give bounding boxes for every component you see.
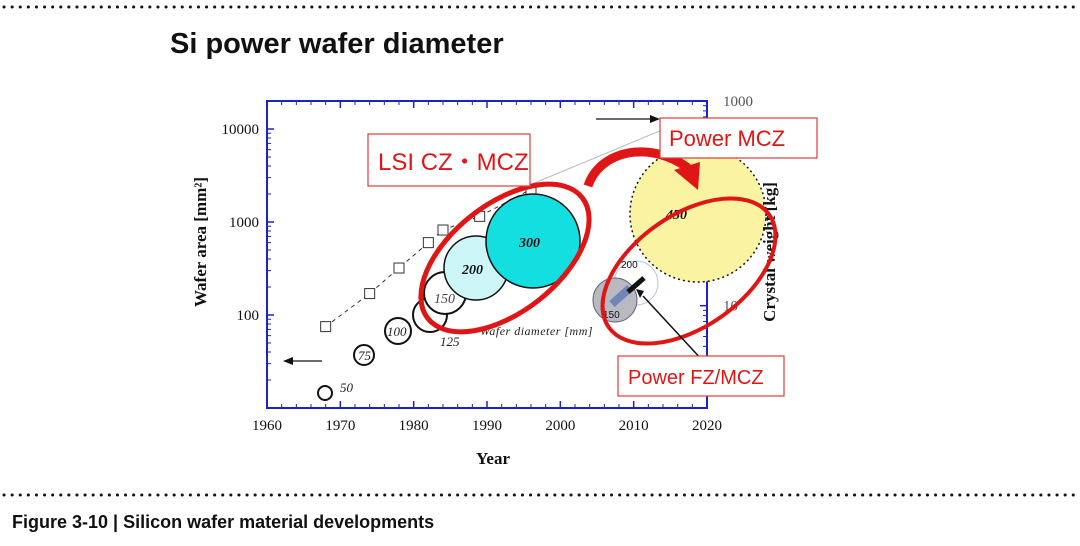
bubble-label-200: 200 [461,263,483,278]
x-tick-label: 2010 [619,418,649,434]
wafer-chart: 1960 1970 1980 1990 2000 2010 2020 10000100010… [191,94,818,468]
area-point [393,262,405,274]
page-title: Si power wafer diameter [170,28,504,60]
power-mcz-label: Power MCZ [669,126,785,151]
power-highlight-ellipse [600,196,778,346]
wafer-bubble-50 [317,385,333,401]
power-bubble-450 [629,145,767,283]
power-mcz-box [659,117,818,159]
bubble-label-100: 100 [387,324,407,339]
top-dotted-rule [0,4,1080,10]
x-tick-label: 1970 [325,418,355,434]
area-point [364,288,376,300]
figure-caption: Figure 3-10 | Silicon wafer material dev… [12,512,435,532]
x-tick-label: 1990 [472,418,502,434]
y2-axis-title: Crystal weight [kg] [760,182,779,322]
red-arrowhead [674,162,700,190]
x-tick-label: 1980 [399,418,429,434]
bubble-label-300: 300 [518,236,540,251]
wafer-bubble-100 [384,317,412,345]
power-fz-box [617,355,785,397]
area-point [437,224,449,236]
power-fz-pointer-head [636,289,644,298]
bubble-label-75: 75 [358,348,372,363]
red-curved-arrow [583,147,691,188]
x-tick-label: 2020 [692,418,722,434]
bottom-dotted-rule [0,492,1080,498]
power-fz-pointer [642,295,705,363]
y-tick-labels: 10000 1000 100 [222,122,260,324]
x-tick-label: 1960 [252,418,282,434]
x-tick-labels: 1960 1970 1980 1990 2000 2010 2020 [252,418,722,434]
left-axis-arrowhead [283,357,293,365]
wafer-diameter-label: Wafer diameter [mm] [480,324,593,338]
y2-tick-label: 1000 [723,94,753,110]
x-axis-title: Year [476,449,510,468]
lsi-label-box [367,133,531,187]
area-point [422,237,434,249]
lsi-highlight-ellipse [418,181,592,335]
y-tick-label: 1000 [229,215,259,231]
wafer-bubble-75 [353,344,375,366]
bubble-label-50: 50 [340,380,354,395]
power-fz-label: Power FZ/MCZ [628,367,764,389]
area-point [320,321,332,333]
y-axis-title: Wafer area [mm²] [191,177,210,307]
lsi-label: LSI CZ・MCZ [378,149,529,176]
wafer-bubble-300 [485,193,581,289]
ingot-tip [626,276,646,294]
x-tick-label: 2000 [545,418,575,434]
power-label-150: 150 [603,310,620,321]
bubble-label-150: 150 [434,292,455,307]
right-axis-arrowhead [650,115,660,123]
y-tick-label: 100 [237,308,260,324]
power-label-200: 200 [621,260,638,271]
bubble-label-125: 125 [440,334,460,349]
y-tick-label: 10000 [222,122,260,138]
